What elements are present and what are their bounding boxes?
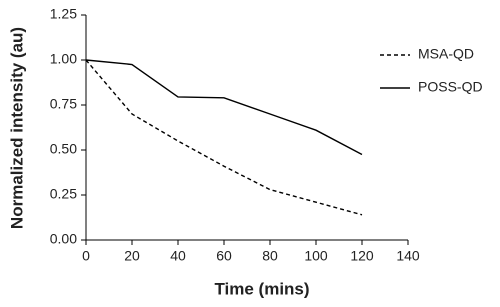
x-tick-label: 80: [262, 248, 278, 264]
y-tick-label: 0.50: [50, 141, 77, 157]
series-line: [85, 59, 363, 156]
x-tick-label: 100: [304, 248, 328, 264]
y-tick-label: 0.25: [50, 186, 77, 202]
y-tick-label: 0.75: [50, 96, 77, 112]
x-tick-label: 40: [170, 248, 186, 264]
y-tick-label: 0.00: [50, 231, 77, 247]
legend-label: MSA-QD: [418, 46, 474, 62]
x-tick-label: 20: [124, 248, 140, 264]
y-tick-label: 1.25: [50, 6, 77, 22]
x-tick-label: 140: [396, 248, 420, 264]
y-axis-title: Normalized intensity (au): [7, 27, 26, 229]
series-line: [85, 59, 363, 216]
x-axis-title: Time (mins): [214, 279, 309, 298]
x-tick-label: 120: [350, 248, 374, 264]
y-tick-label: 1.00: [50, 51, 77, 67]
x-tick-label: 0: [82, 248, 90, 264]
legend-label: POSS-QD: [418, 79, 483, 95]
x-tick-label: 60: [216, 248, 232, 264]
